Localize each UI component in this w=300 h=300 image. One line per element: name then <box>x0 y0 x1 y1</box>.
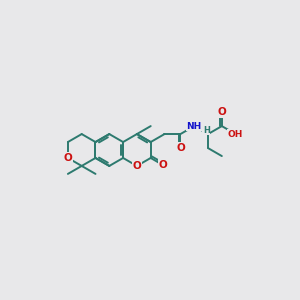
Text: H: H <box>203 126 210 135</box>
Text: O: O <box>176 143 185 153</box>
Text: O: O <box>133 161 141 171</box>
Text: O: O <box>158 160 167 170</box>
Text: OH: OH <box>228 130 243 139</box>
Text: O: O <box>64 153 72 163</box>
Text: NH: NH <box>187 122 202 130</box>
Text: O: O <box>218 107 226 117</box>
